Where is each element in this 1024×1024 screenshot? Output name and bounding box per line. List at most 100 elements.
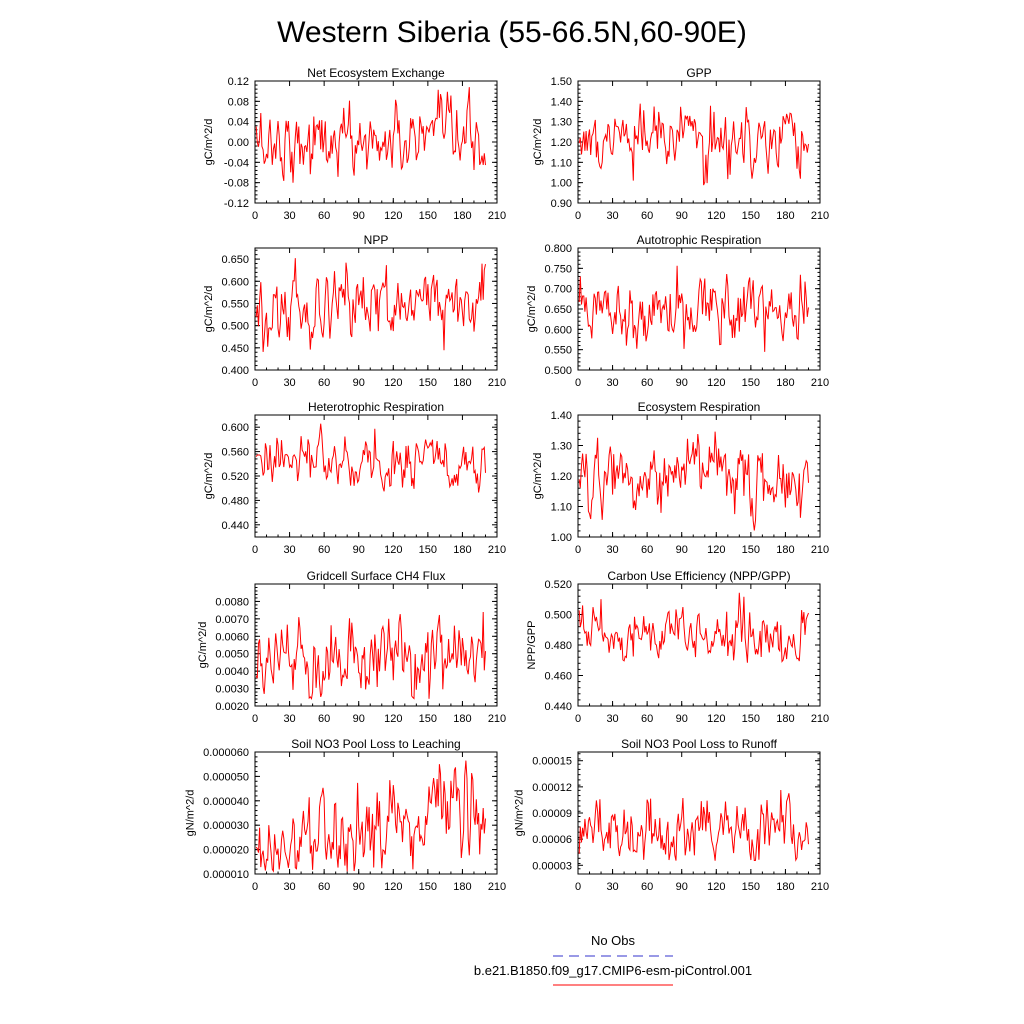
y-tick-label: 0.700 xyxy=(544,284,572,296)
x-tick-label: 0 xyxy=(252,881,258,893)
x-tick-label: 60 xyxy=(318,881,330,893)
y-tick-label: 0.500 xyxy=(544,610,572,622)
x-tick-label: 150 xyxy=(419,713,437,725)
x-tick-label: 210 xyxy=(488,881,506,893)
y-tick-label: 0.000010 xyxy=(203,869,249,881)
y-axis-label: gC/m^2/d xyxy=(203,453,215,500)
y-tick-label: 0.0040 xyxy=(215,666,249,678)
x-tick-label: 0 xyxy=(575,210,581,222)
x-tick-label: 150 xyxy=(419,881,437,893)
x-tick-label: 120 xyxy=(384,210,402,222)
x-tick-label: 150 xyxy=(742,544,760,556)
y-tick-label: 0.00012 xyxy=(532,782,572,794)
y-tick-label: 0.440 xyxy=(221,520,249,532)
y-tick-label: 0.450 xyxy=(221,343,249,355)
y-axis-label: gC/m^2/d xyxy=(532,453,544,500)
x-tick-label: 120 xyxy=(384,713,402,725)
y-tick-label: 0.520 xyxy=(544,579,572,591)
x-tick-label: 120 xyxy=(707,544,725,556)
chart-panel-4: Heterotrophic Respiration 0 30 60 90 120 150 18… xyxy=(203,400,506,556)
plot-frame xyxy=(254,751,498,875)
x-tick-label: 180 xyxy=(453,210,471,222)
series-line xyxy=(255,611,486,701)
y-tick-label: 0.08 xyxy=(228,96,249,108)
chart-panel-8: Soil NO3 Pool Loss to Leaching 0 30 60 90 120… xyxy=(184,737,506,893)
chart-title: Soil NO3 Pool Loss to Leaching xyxy=(291,737,460,751)
series-line xyxy=(255,258,486,352)
x-tick-label: 150 xyxy=(419,210,437,222)
chart-title: Net Ecosystem Exchange xyxy=(307,66,445,80)
y-tick-label: 0.560 xyxy=(221,447,249,459)
y-tick-label: 0.550 xyxy=(544,345,572,357)
y-tick-label: 0.00009 xyxy=(532,808,572,820)
y-tick-label: 1.10 xyxy=(551,502,572,514)
y-tick-label: 0.500 xyxy=(221,321,249,333)
series-line xyxy=(578,789,809,862)
chart-panel-5: Ecosystem Respiration 0 30 60 90 120 150 180 210… xyxy=(532,400,829,556)
x-tick-label: 30 xyxy=(283,544,295,556)
x-tick-label: 150 xyxy=(419,544,437,556)
x-tick-label: 0 xyxy=(252,713,258,725)
x-tick-label: 120 xyxy=(707,377,725,389)
y-tick-label: 0.00015 xyxy=(532,756,572,768)
x-tick-label: 150 xyxy=(742,377,760,389)
y-tick-label: 1.20 xyxy=(551,471,572,483)
plot-frame xyxy=(254,583,498,707)
x-tick-label: 30 xyxy=(283,377,295,389)
y-tick-label: -0.08 xyxy=(224,178,249,190)
y-tick-label: 1.30 xyxy=(551,117,572,129)
y-axis-label: gC/m^2/d xyxy=(526,286,538,333)
y-tick-label: 0.440 xyxy=(544,701,572,713)
x-tick-label: 0 xyxy=(575,544,581,556)
y-tick-label: 0.520 xyxy=(221,471,249,483)
y-tick-label: 0.600 xyxy=(544,324,572,336)
figure-title: Western Siberia (55-66.5N,60-90E) xyxy=(277,16,747,49)
x-tick-label: 60 xyxy=(318,210,330,222)
y-axis-label: gN/m^2/d xyxy=(514,790,526,837)
y-axis-label: gC/m^2/d xyxy=(197,622,209,669)
x-tick-label: 150 xyxy=(742,210,760,222)
y-tick-label: 1.40 xyxy=(551,410,572,422)
series-line xyxy=(255,87,486,183)
x-tick-label: 60 xyxy=(318,713,330,725)
x-tick-label: 180 xyxy=(453,881,471,893)
y-tick-label: 0.600 xyxy=(221,422,249,434)
y-tick-label: 0.0030 xyxy=(215,684,249,696)
chart-panel-6: Gridcell Surface CH4 Flux 0 30 60 90 120 150 18… xyxy=(197,569,506,725)
y-tick-label: 0.000060 xyxy=(203,747,249,759)
plot-frame xyxy=(254,414,498,538)
x-tick-label: 0 xyxy=(252,210,258,222)
x-tick-label: 120 xyxy=(384,377,402,389)
y-tick-label: 0.460 xyxy=(544,671,572,683)
x-tick-label: 180 xyxy=(453,544,471,556)
chart-panel-3: Autotrophic Respiration 0 30 60 90 120 150 180 2… xyxy=(526,233,829,389)
x-tick-label: 30 xyxy=(283,210,295,222)
legend-label-model: b.e21.B1850.f09_g17.CMIP6-esm-piControl.… xyxy=(474,963,752,978)
y-tick-label: 0.000050 xyxy=(203,771,249,783)
y-tick-label: 1.10 xyxy=(551,157,572,169)
y-tick-label: 0.550 xyxy=(221,298,249,310)
y-tick-label: 0.00006 xyxy=(532,834,572,846)
chart-panel-7: Carbon Use Efficiency (NPP/GPP) 0 30 60 90 12… xyxy=(526,569,829,725)
y-tick-label: 1.00 xyxy=(551,532,572,544)
y-tick-label: 0.000030 xyxy=(203,820,249,832)
y-tick-label: 0.0070 xyxy=(215,614,249,626)
y-tick-label: 0.000040 xyxy=(203,796,249,808)
x-tick-label: 0 xyxy=(575,377,581,389)
x-tick-label: 30 xyxy=(606,713,618,725)
x-tick-label: 150 xyxy=(742,713,760,725)
chart-panel-0: Net Ecosystem Exchange 0 30 60 90 120 150 180 21… xyxy=(203,66,506,222)
x-tick-label: 90 xyxy=(676,377,688,389)
y-tick-label: 1.20 xyxy=(551,137,572,149)
y-tick-label: 0.800 xyxy=(544,243,572,255)
x-tick-label: 210 xyxy=(811,210,829,222)
x-tick-label: 180 xyxy=(776,544,794,556)
x-tick-label: 0 xyxy=(575,713,581,725)
legend-label-obs: No Obs xyxy=(591,933,636,948)
y-tick-label: 1.50 xyxy=(551,76,572,88)
x-tick-label: 60 xyxy=(641,713,653,725)
x-tick-label: 210 xyxy=(811,713,829,725)
x-tick-label: 210 xyxy=(811,544,829,556)
x-tick-label: 120 xyxy=(384,544,402,556)
